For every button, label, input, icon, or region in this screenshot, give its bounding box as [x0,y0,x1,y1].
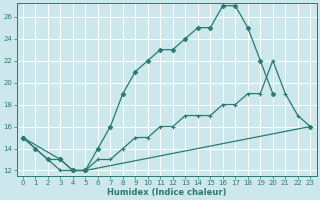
X-axis label: Humidex (Indice chaleur): Humidex (Indice chaleur) [107,188,226,197]
